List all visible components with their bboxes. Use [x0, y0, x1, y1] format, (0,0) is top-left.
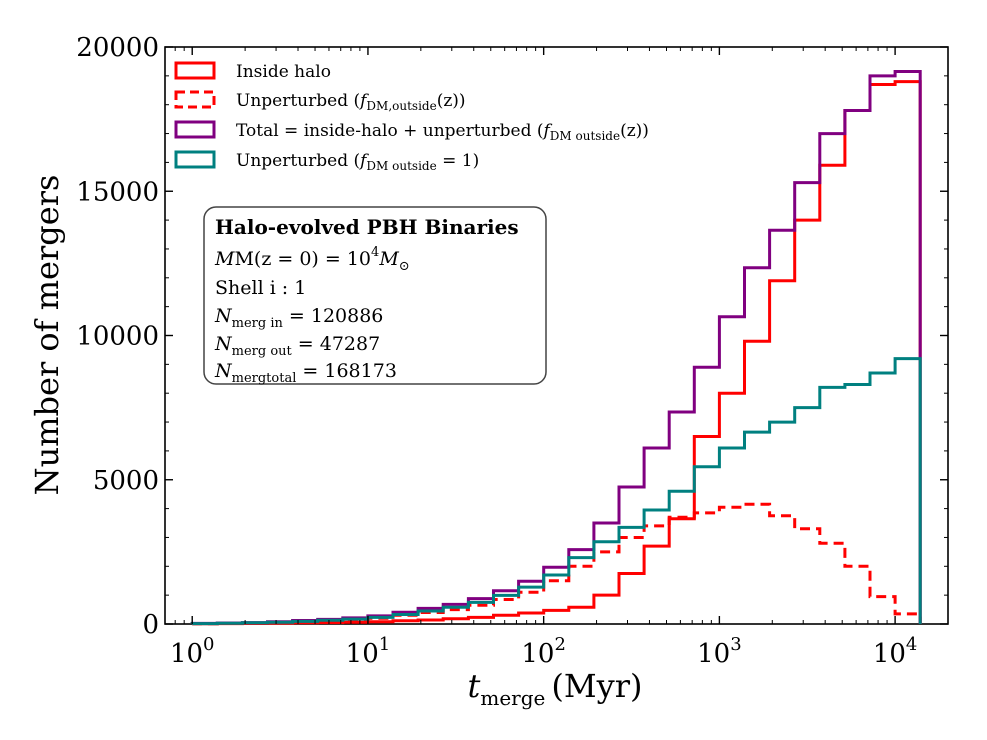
series-layer	[190, 70, 922, 626]
legend-label-inside-halo: Inside halo	[236, 62, 331, 82]
legend-swatch-unperturbed-one	[174, 150, 216, 169]
annotation-n-in: Nmerg in = 120886	[214, 305, 383, 331]
legend-label-total: Total = inside-halo + unperturbed (fDM o…	[236, 121, 649, 143]
y-tick-label: 15000	[76, 177, 159, 207]
legend-swatch-unperturbed-z	[174, 90, 216, 109]
legend-label-unperturbed-z: Unperturbed (fDM,outside(z))	[236, 91, 466, 113]
x-tick-label: 101	[346, 634, 391, 669]
annotation-n-out: Nmerg out = 47287	[214, 333, 380, 359]
x-tick-label: 102	[521, 634, 566, 669]
series-4-step-line	[190, 357, 922, 626]
series-2-step-line	[190, 502, 922, 626]
annotation-mass: MM(z = 0) = 104M⊙	[214, 245, 410, 274]
x-axis-label: tmerge (Myr)	[468, 667, 643, 710]
y-tick-label: 0	[142, 610, 159, 640]
tick-layer	[164, 46, 948, 625]
legend-label-unperturbed-one: Unperturbed (fDM outside = 1)	[236, 151, 479, 173]
y-tick-label: 5000	[93, 466, 159, 496]
annotation-frame	[203, 206, 547, 385]
annotation-title: Halo-evolved PBH Binaries	[215, 215, 519, 239]
y-axis-label: Number of mergers	[28, 175, 66, 496]
annotation-shell: Shell i : 1	[215, 277, 306, 299]
x-tick-label: 103	[697, 634, 742, 669]
legend-swatch-total	[174, 120, 216, 139]
legend-swatch-inside-halo	[174, 61, 216, 80]
annotation-n-total: Nmergtotal = 168173	[214, 360, 397, 386]
x-tick-label: 104	[873, 634, 918, 669]
legend: Inside halo Unperturbed (fDM,outside(z))…	[174, 61, 649, 173]
annotation-box: Halo-evolved PBH Binaries MM(z = 0) = 10…	[203, 206, 547, 386]
x-tick-labels: 100 101 102 103 104	[170, 634, 917, 669]
y-tick-label: 10000	[76, 322, 159, 352]
y-tick-label: 20000	[76, 33, 159, 63]
x-tick-label: 100	[170, 634, 215, 669]
y-tick-labels: 0 5000 10000 15000 20000	[76, 33, 159, 640]
